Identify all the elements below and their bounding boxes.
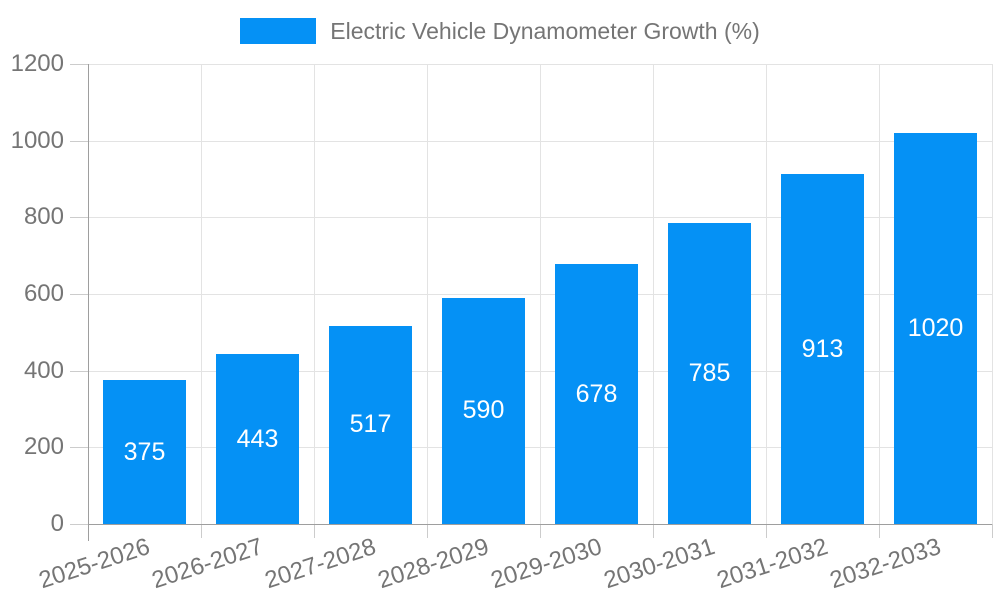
bar-value-label: 590 bbox=[462, 396, 505, 425]
y-axis-label: 0 bbox=[50, 510, 64, 537]
y-axis-label: 400 bbox=[23, 356, 64, 384]
y-axis-label: 200 bbox=[23, 433, 64, 461]
bar-2025-2026[interactable]: 375 bbox=[103, 380, 186, 524]
y-axis-label: 600 bbox=[23, 280, 64, 307]
y-axis-label: 800 bbox=[23, 203, 64, 231]
bar-2026-2027[interactable]: 443 bbox=[216, 354, 299, 524]
x-axis-label: 2026-2027 bbox=[148, 533, 266, 595]
bar-value-label: 785 bbox=[688, 359, 731, 388]
legend-label: Electric Vehicle Dynamometer Growth (%) bbox=[330, 17, 760, 44]
y-tick bbox=[70, 217, 88, 219]
y-axis-label: 1000 bbox=[10, 126, 64, 154]
y-tick bbox=[70, 370, 88, 372]
bar-value-label: 375 bbox=[123, 437, 166, 466]
y-tick bbox=[70, 64, 88, 65]
x-axis-label: 2027-2028 bbox=[261, 533, 379, 595]
x-tick bbox=[766, 524, 767, 538]
y-tick bbox=[70, 294, 88, 295]
v-gridline bbox=[992, 64, 993, 524]
legend[interactable]: Electric Vehicle Dynamometer Growth (%) bbox=[0, 14, 1000, 48]
x-axis-label: 2029-2030 bbox=[487, 533, 605, 595]
v-gridline bbox=[314, 64, 315, 524]
y-tick bbox=[70, 524, 88, 525]
x-tick bbox=[201, 524, 202, 538]
x-axis-label: 2025-2026 bbox=[35, 533, 153, 595]
v-gridline bbox=[201, 64, 202, 524]
v-gridline bbox=[766, 64, 767, 524]
bar-2028-2029[interactable]: 590 bbox=[442, 297, 525, 524]
bar-value-label: 678 bbox=[575, 379, 618, 408]
bar-value-label: 443 bbox=[236, 424, 279, 453]
bar-2027-2028[interactable]: 517 bbox=[329, 325, 412, 524]
v-gridline bbox=[879, 64, 880, 524]
legend-swatch bbox=[240, 18, 317, 44]
bar-2032-2033[interactable]: 1020 bbox=[894, 133, 977, 524]
x-tick bbox=[314, 524, 315, 538]
bar-2030-2031[interactable]: 785 bbox=[668, 223, 751, 524]
bar-value-label: 1020 bbox=[907, 314, 964, 342]
x-axis-label: 2032-2033 bbox=[826, 533, 944, 595]
v-gridline bbox=[427, 64, 428, 524]
bar-value-label: 913 bbox=[801, 334, 844, 363]
y-tick bbox=[70, 447, 88, 449]
x-tick bbox=[653, 524, 654, 538]
x-axis-line bbox=[88, 524, 992, 525]
y-axis-label: 1200 bbox=[10, 50, 64, 77]
x-tick bbox=[427, 524, 428, 538]
y-tick bbox=[70, 140, 88, 142]
x-tick bbox=[540, 524, 541, 538]
y-axis-line bbox=[88, 64, 89, 541]
v-gridline bbox=[653, 64, 654, 524]
bar-value-label: 517 bbox=[349, 410, 392, 439]
x-tick bbox=[879, 524, 880, 538]
bar-2029-2030[interactable]: 678 bbox=[555, 264, 638, 524]
v-gridline bbox=[540, 64, 541, 524]
x-axis-label: 2030-2031 bbox=[600, 533, 718, 595]
x-tick bbox=[992, 524, 993, 538]
x-axis-label: 2031-2032 bbox=[713, 533, 831, 595]
bar-2031-2032[interactable]: 913 bbox=[781, 174, 864, 524]
x-axis-label: 2028-2029 bbox=[374, 533, 492, 595]
